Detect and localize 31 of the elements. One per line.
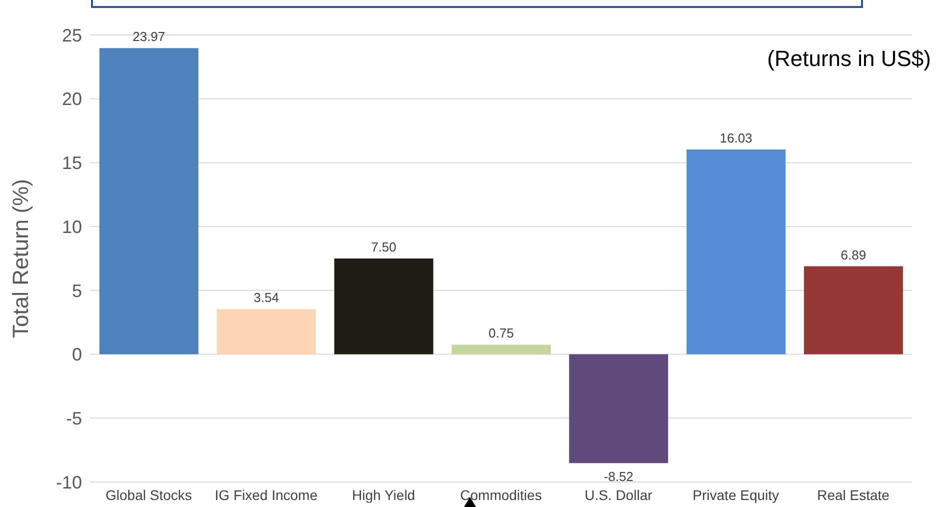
x-tick-label: Private Equity: [692, 486, 780, 503]
x-tick-label: Global Stocks: [106, 486, 192, 503]
bar: [452, 344, 551, 354]
y-tick-label: -5: [66, 408, 82, 429]
x-tick-label: IG Fixed Income: [214, 486, 318, 503]
data-label: -8.52: [604, 469, 634, 484]
bar: [686, 150, 786, 354]
bar: [334, 258, 434, 354]
x-tick-label: U.S. Dollar: [584, 486, 653, 503]
y-tick-label: 25: [62, 25, 82, 46]
y-tick-label: 15: [62, 153, 82, 174]
data-label: 0.75: [488, 326, 514, 341]
y-tick-label: 5: [72, 280, 82, 301]
data-label: 23.97: [132, 29, 166, 44]
bar: [99, 48, 198, 354]
data-label: 16.03: [720, 130, 752, 146]
y-tick-label: 20: [62, 89, 82, 110]
x-tick-label: High Yield: [352, 486, 416, 503]
y-tick-label: 0: [72, 344, 82, 365]
bar: [216, 309, 316, 354]
y-tick-label: 10: [62, 216, 82, 237]
data-label: 7.50: [371, 240, 396, 254]
data-label: 3.54: [254, 290, 279, 306]
x-tick-label: Real Estate: [817, 486, 890, 503]
y-axis-title: Total Return (%): [8, 179, 33, 338]
x-tick-label: Commodities: [460, 486, 542, 503]
bar: [804, 266, 903, 354]
bar: [569, 354, 668, 464]
annotation: (Returns in US$): [767, 46, 931, 72]
y-tick-label: -10: [56, 472, 82, 492]
data-label: 6.89: [840, 247, 866, 262]
